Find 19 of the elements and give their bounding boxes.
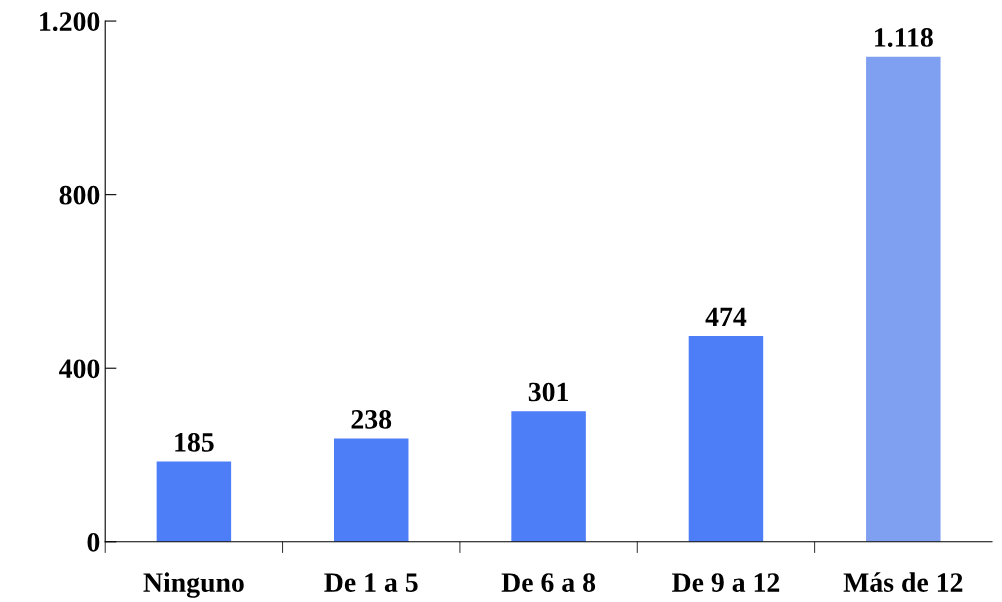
x-tick-label: De 1 a 5 (324, 573, 418, 592)
x-tick-label: Ninguno (143, 572, 244, 598)
bar (156, 461, 232, 542)
bar (334, 438, 409, 542)
data-label: 474 (705, 307, 747, 327)
x-tick-label: Más de 12 (843, 572, 963, 592)
x-tick-label: De 6 a 8 (501, 573, 596, 592)
bar (866, 56, 941, 542)
data-label: 301 (528, 382, 568, 402)
bar (688, 336, 764, 542)
y-tick-label: 0 (87, 532, 100, 552)
bar (511, 411, 586, 542)
y-tick-label: 1.200 (40, 12, 100, 32)
data-label: 1.118 (875, 28, 933, 47)
y-tick-label: 400 (59, 359, 100, 379)
data-label: 238 (351, 409, 392, 429)
data-label: 185 (175, 432, 214, 452)
x-tick-label: De 9 a 12 (672, 573, 780, 592)
y-tick-label: 800 (59, 185, 100, 205)
